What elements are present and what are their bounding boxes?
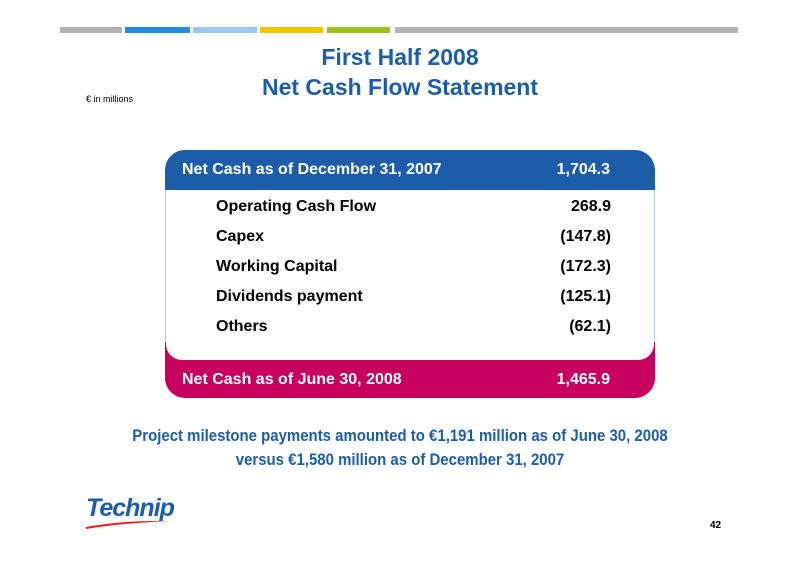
label: Others <box>216 318 268 335</box>
value: (172.3) <box>560 258 611 275</box>
bar-segment <box>327 27 390 33</box>
bar-segment <box>260 27 323 33</box>
footnote: Project milestone payments amounted to €… <box>132 426 668 445</box>
label: Net Cash as of December 31, 2007 <box>182 161 442 178</box>
table-row: Working Capital (172.3) <box>166 258 656 288</box>
page-number: 42 <box>710 520 722 531</box>
value: 1,465.9 <box>556 371 610 388</box>
label: Capex <box>216 228 265 245</box>
table-row: Operating Cash Flow 268.9 <box>166 198 656 228</box>
label: Operating Cash Flow <box>216 198 377 215</box>
label: Net Cash as of June 30, 2008 <box>182 371 402 388</box>
bar-segment <box>60 27 122 33</box>
value: (125.1) <box>560 288 611 305</box>
logo-swoosh <box>86 520 170 529</box>
table-row: Others (62.1) <box>166 318 656 348</box>
value: (147.8) <box>560 228 611 245</box>
table-body: Operating Cash Flow 268.9 Capex (147.8) Work… <box>165 190 655 342</box>
bar-segment <box>193 27 257 33</box>
footnote: versus €1,580 million as of December 31,… <box>235 450 565 469</box>
value: 1,704.3 <box>556 161 610 178</box>
value: (62.1) <box>569 318 611 335</box>
title: First Half 2008 <box>321 44 479 70</box>
bar-segment <box>125 27 190 33</box>
label: Working Capital <box>216 258 338 275</box>
opening-row: Net Cash as of December 31, 2007 1,704.3 <box>165 150 655 190</box>
bar-segment <box>395 27 738 33</box>
logo: Technip <box>86 494 175 522</box>
value: 268.9 <box>570 198 611 215</box>
title: Net Cash Flow Statement <box>261 74 539 100</box>
table-row: Capex (147.8) <box>166 228 656 258</box>
label: Dividends payment <box>216 288 363 305</box>
table-row: Dividends payment (125.1) <box>166 288 656 318</box>
unit-note: € in millions <box>86 94 134 104</box>
closing-row: Net Cash as of June 30, 2008 1,465.9 <box>165 342 655 398</box>
